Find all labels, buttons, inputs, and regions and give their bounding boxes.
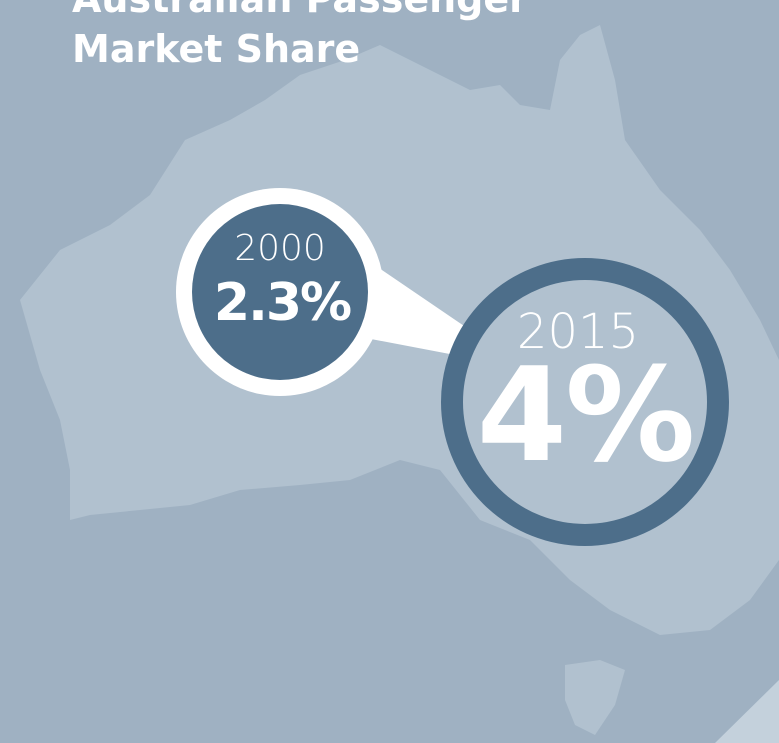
- title-line: Australian Passenger: [72, 0, 528, 21]
- callout-year: 2015: [517, 304, 639, 360]
- callout-value: 4%: [477, 339, 694, 491]
- callout-year: 2000: [234, 228, 326, 269]
- corner-shape: [715, 680, 779, 743]
- callout-value: 2.3%: [214, 273, 351, 333]
- callout-disc: [192, 204, 368, 380]
- title-line: Market Share: [72, 27, 360, 71]
- tasmania: [565, 660, 625, 735]
- callout-ring: [441, 258, 729, 546]
